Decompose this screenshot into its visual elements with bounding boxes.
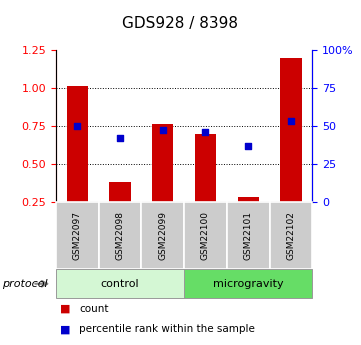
Text: GSM22100: GSM22100 <box>201 211 210 260</box>
Point <box>117 135 123 141</box>
Point <box>74 123 80 129</box>
Text: GSM22098: GSM22098 <box>116 211 125 260</box>
Text: percentile rank within the sample: percentile rank within the sample <box>79 324 255 334</box>
Text: GDS928 / 8398: GDS928 / 8398 <box>122 16 239 30</box>
Text: count: count <box>79 304 109 314</box>
Bar <box>67 87 88 202</box>
Text: GSM22099: GSM22099 <box>158 211 167 260</box>
Text: GSM22101: GSM22101 <box>244 211 253 260</box>
Bar <box>195 134 216 202</box>
Text: GSM22097: GSM22097 <box>73 211 82 260</box>
Text: protocol: protocol <box>2 279 47 289</box>
Bar <box>152 125 173 202</box>
Text: ■: ■ <box>60 324 70 334</box>
Text: control: control <box>101 279 139 289</box>
Bar <box>109 182 131 202</box>
Text: ■: ■ <box>60 304 70 314</box>
Text: microgravity: microgravity <box>213 279 283 289</box>
Point <box>288 119 294 124</box>
Point <box>203 129 208 135</box>
Bar <box>280 58 301 202</box>
Point <box>245 143 251 148</box>
Text: GSM22102: GSM22102 <box>286 211 295 260</box>
Point <box>160 128 166 133</box>
Bar <box>238 197 259 202</box>
